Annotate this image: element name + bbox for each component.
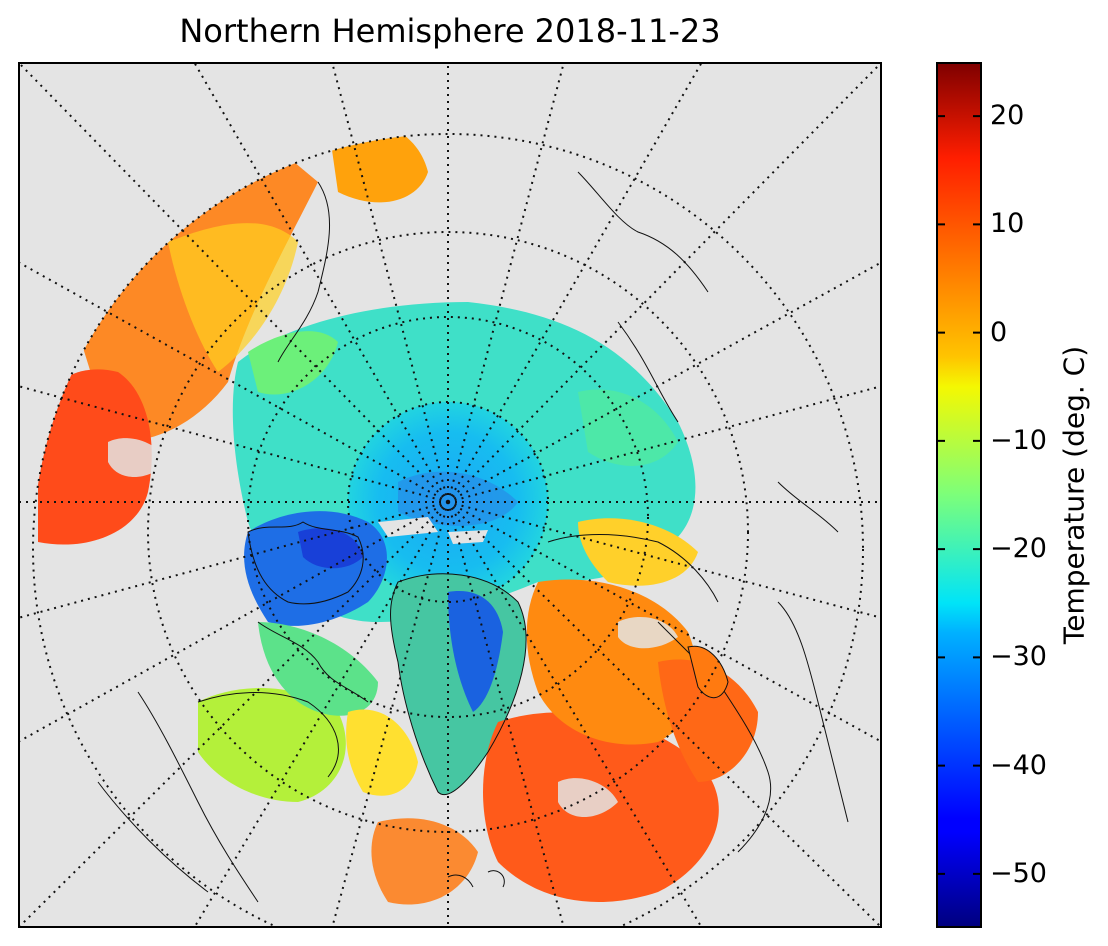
west-pacific-hot-region: [38, 369, 152, 545]
colorbar-tick-label: −10: [990, 424, 1047, 456]
labrador-sea-region: [346, 709, 418, 796]
graticule-meridians: [18, 62, 882, 928]
pacific-transition: [168, 223, 298, 372]
siberian-coast-region: [578, 389, 678, 466]
map-frame: [18, 62, 882, 928]
colorbar-tick-label: 20: [990, 100, 1025, 132]
map-title: Northern Hemisphere 2018-11-23: [179, 12, 721, 50]
colorbar-ticks: [937, 115, 981, 875]
pole-cloud-gaps: [378, 517, 488, 544]
archipelago-deep-cold: [298, 528, 363, 569]
colorbar-tick-label: −20: [990, 533, 1047, 565]
western-atlantic-region: [371, 818, 478, 905]
colorbar-gradient: [936, 62, 982, 928]
coastlines: [97, 171, 849, 903]
colorbar-tick-label: 0: [990, 316, 1008, 348]
colorbar-tick-label: −40: [990, 749, 1047, 781]
colorbar-label: Temperature (deg. C): [1057, 345, 1091, 645]
colorbar-tick-label: 10: [990, 208, 1025, 240]
colorbar: [936, 62, 982, 928]
scandinavia-region: [658, 659, 758, 782]
polar-temperature-map: [18, 62, 882, 928]
colorbar-tick-label: −50: [990, 857, 1047, 889]
hudson-bay-region: [198, 688, 346, 802]
greenland-cold-interior: [448, 591, 503, 712]
alaska-coast-region: [248, 331, 338, 395]
colorbar-tick-label: −30: [990, 641, 1047, 673]
